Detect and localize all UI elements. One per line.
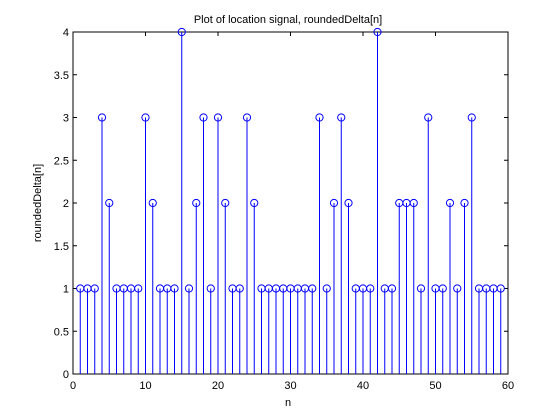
stem-marker — [134, 284, 143, 293]
x-axis-label: n — [285, 397, 291, 409]
x-tick-label: 10 — [139, 380, 151, 392]
stem-marker — [206, 284, 215, 293]
stem-marker — [460, 198, 469, 208]
stem-marker — [438, 284, 447, 293]
axis-ticks: 0 10 20 30 40 50 60 0 0.5 1 1.5 2 2.5 3 3.5 4 — [54, 27, 514, 392]
y-tick-label: 0.5 — [54, 326, 69, 338]
y-tick-label: 4 — [63, 27, 69, 39]
x-tick-label: 40 — [357, 380, 369, 392]
stem-marker — [453, 284, 462, 293]
stem-marker — [467, 113, 476, 122]
stem-marker — [97, 113, 107, 122]
stem-marker — [424, 113, 433, 122]
x-tick-label: 0 — [70, 380, 76, 392]
stem-marker — [235, 284, 244, 293]
stem-marker — [242, 113, 252, 122]
y-tick-label: 2.5 — [54, 155, 69, 167]
stem-marker — [322, 284, 331, 293]
x-tick-label: 60 — [502, 380, 514, 392]
stem-marker — [315, 113, 324, 122]
stem-marker — [221, 198, 230, 208]
x-tick-label: 30 — [284, 380, 296, 392]
stem-marker — [344, 198, 353, 208]
y-tick-label: 2 — [63, 198, 69, 210]
stem-marker — [337, 113, 346, 122]
stem-marker — [496, 284, 505, 293]
stem-marker — [192, 198, 201, 208]
y-tick-label: 3.5 — [54, 70, 69, 82]
stem-marker — [141, 113, 150, 122]
stem-series — [76, 27, 505, 374]
stem-marker — [105, 198, 114, 208]
y-tick-label: 1 — [63, 284, 69, 296]
stem-marker — [177, 27, 186, 37]
stem-marker — [416, 284, 426, 293]
stem-marker — [329, 198, 339, 208]
stem-marker — [199, 113, 208, 122]
y-axis-label: roundedDelta[n] — [32, 164, 44, 242]
stem-marker — [250, 198, 259, 208]
y-tick-label: 0 — [63, 369, 69, 381]
stem-marker — [90, 284, 99, 293]
stem-marker — [409, 198, 418, 208]
stem-marker — [366, 284, 375, 293]
stem-marker — [148, 198, 157, 208]
stem-marker — [213, 113, 223, 122]
y-tick-label: 3 — [63, 113, 69, 125]
chart-title: Plot of location signal, roundedDelta[n] — [194, 14, 382, 26]
stem-marker — [308, 284, 317, 293]
stem-marker — [170, 284, 179, 293]
stem-marker — [387, 284, 397, 293]
y-tick-label: 1.5 — [54, 241, 69, 253]
stem-marker — [184, 284, 194, 293]
stem-marker — [373, 27, 382, 37]
x-tick-label: 50 — [429, 380, 441, 392]
x-tick-label: 20 — [212, 380, 224, 392]
stem-marker — [445, 198, 455, 208]
